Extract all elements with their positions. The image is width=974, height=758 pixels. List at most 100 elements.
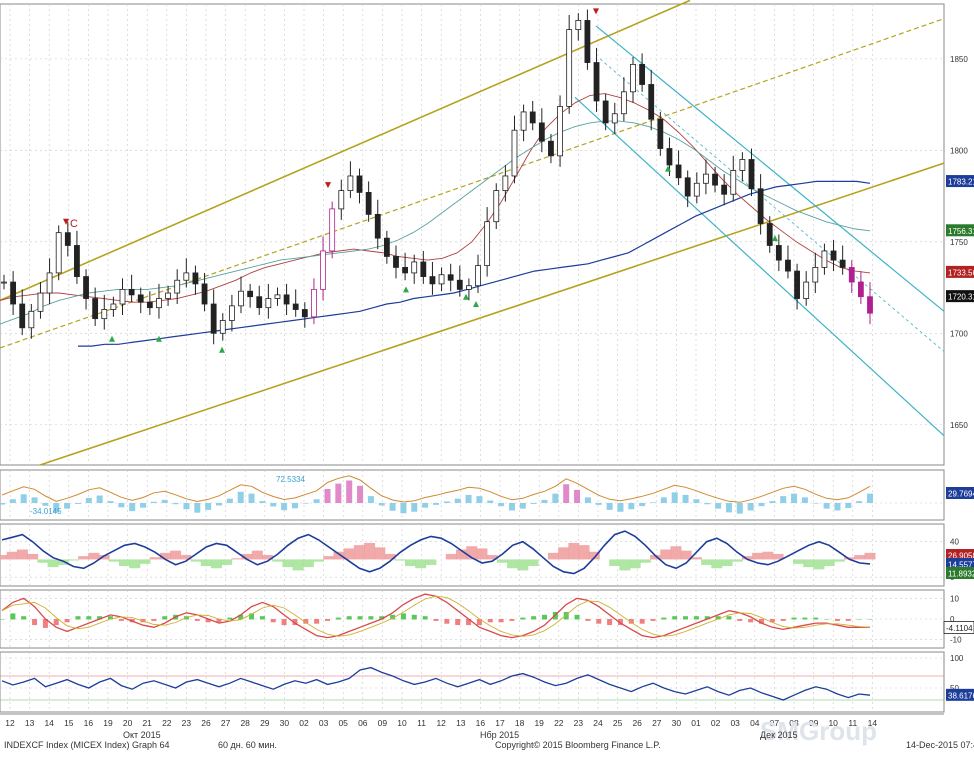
osc3-histogram-bar: [97, 616, 103, 620]
candle-body: [447, 274, 454, 281]
osc1-bar: [74, 503, 81, 504]
channel-lower-line: [39, 162, 945, 466]
candle-body: [37, 292, 44, 312]
osc1-bar: [216, 503, 222, 506]
x-tick-label: 27: [652, 718, 662, 728]
price-y-tick: 1700: [950, 329, 968, 338]
osc1-bar: [183, 503, 190, 510]
osc3-histogram-bar: [759, 619, 764, 624]
osc1-bar: [237, 491, 244, 503]
candle-body: [630, 63, 636, 93]
osc2-area-bar: [333, 551, 345, 560]
candle-body: [210, 303, 217, 334]
osc1-bar: [476, 496, 483, 503]
osc1-bar: [20, 494, 27, 503]
osc4-line: [1, 666, 871, 701]
osc2-area-bar: [588, 551, 600, 560]
down-channel-upper: [595, 25, 945, 312]
osc1-bar: [270, 503, 277, 507]
osc3-histogram-bar: [769, 619, 775, 623]
osc3-histogram-bar: [216, 619, 222, 623]
x-tick-label: 21: [142, 718, 152, 728]
candle-body: [238, 290, 244, 307]
candle-body: [55, 232, 62, 274]
osc3-histogram-bar: [368, 616, 374, 620]
candle-body: [374, 213, 381, 239]
osc2-area-bar: [170, 550, 182, 560]
osc3-histogram-bar: [151, 619, 157, 621]
osc2-area-bar: [660, 549, 672, 560]
osc1-bar: [465, 494, 472, 503]
osc4-y-tick: 100: [950, 654, 964, 663]
candle-body: [383, 237, 390, 257]
osc3-histogram-bar: [791, 617, 797, 620]
candle-body: [839, 259, 846, 268]
osc1-signal-line: [1, 475, 871, 503]
price-panel-frame: [0, 3, 945, 466]
x-tick-label: 16: [84, 718, 94, 728]
osc2-area-bar: [67, 559, 79, 561]
price-badge: 1783.21: [948, 178, 974, 187]
osc3-histogram-bar: [32, 619, 38, 626]
x-tick-label: 16: [476, 718, 486, 728]
x-tick-label: 11: [848, 718, 857, 728]
candle-body: [365, 192, 372, 215]
buy-arrow: [156, 335, 162, 342]
x-tick-label: 03: [319, 718, 329, 728]
candle-body: [174, 279, 181, 294]
price-y-tick: 1850: [950, 55, 968, 64]
candle-body: [675, 164, 682, 179]
candle-body: [848, 267, 855, 283]
osc2-area-bar: [639, 559, 651, 563]
osc2-line: [1, 530, 871, 575]
osc2-area-bar: [466, 546, 478, 560]
osc1-bar: [313, 499, 320, 503]
osc2-area-bar: [231, 558, 243, 560]
osc2-area-bar: [98, 555, 110, 560]
x-tick-label: 06: [358, 718, 368, 728]
osc2-area-bar: [0, 555, 8, 560]
price-badge: 1720.31: [948, 293, 974, 302]
osc3-panel-frame: [0, 589, 945, 649]
osc1-bar: [736, 503, 743, 514]
osc3-histogram-bar: [704, 616, 710, 620]
osc2-area-bar: [221, 559, 233, 565]
osc3-histogram-bar: [466, 619, 472, 626]
candle-body: [64, 232, 71, 246]
osc1-bar: [823, 503, 830, 509]
candle-body: [119, 288, 126, 305]
candle-body: [511, 129, 518, 177]
osc1-label-low: -34.0145: [30, 507, 62, 516]
candle-body: [402, 267, 408, 274]
osc1-bar: [357, 485, 364, 503]
osc2-area-bar: [57, 559, 69, 565]
osc2-area-bar: [568, 542, 580, 560]
candle-body: [110, 303, 117, 310]
osc1-bar: [389, 503, 396, 511]
candle-body: [766, 223, 773, 246]
buy-arrow: [473, 301, 479, 308]
osc3-histogram-bar: [726, 616, 732, 620]
osc1-bar: [411, 503, 418, 512]
osc2-panel-frame: [0, 523, 945, 587]
candle-body: [803, 281, 810, 299]
buy-arrow: [772, 235, 778, 242]
price-badge-bg: [946, 265, 974, 278]
osc3-histogram-bar: [509, 619, 515, 621]
candle-body: [812, 267, 819, 283]
month-label-nov: Нбр 2015: [480, 730, 519, 740]
x-tick-label: 04: [750, 718, 760, 728]
osc1-bar: [205, 503, 212, 510]
x-tick-label: 23: [574, 718, 584, 728]
x-tick-label: 07: [770, 718, 780, 728]
osc2-area-bar: [210, 559, 222, 569]
osc1-bar: [682, 494, 689, 503]
osc2-area-bar: [558, 547, 570, 560]
osc2-area-bar: [517, 559, 529, 571]
osc1-bar: [856, 501, 863, 503]
price-badge-bg: [946, 290, 974, 303]
osc3-y-tick: -10: [950, 636, 962, 645]
osc3-badge: -4.1104: [946, 624, 973, 633]
